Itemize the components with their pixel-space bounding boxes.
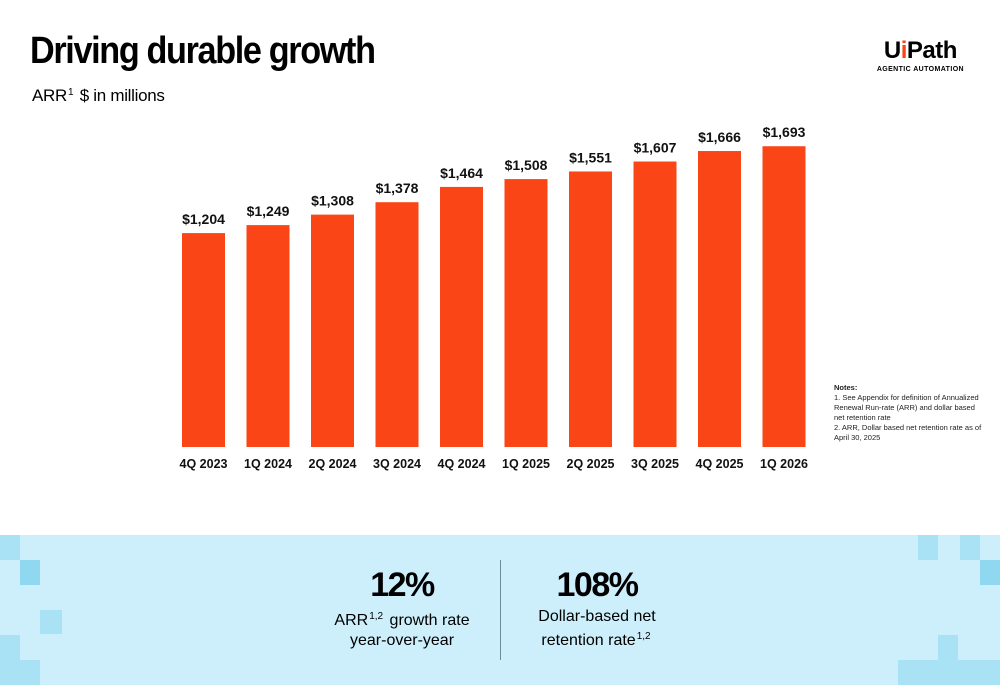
arr-bar-chart: $1,204 4Q 2023 $1,249 1Q 2024 $1,308 2Q 2024 $… [180, 124, 809, 471]
bar-1q-2026 [762, 146, 806, 447]
bar-value-label: $1,607 [634, 140, 677, 156]
decorative-square [980, 560, 1000, 585]
bar-4q-2024 [440, 186, 483, 447]
chart-subtitle: ARR1 $ in millions [32, 86, 165, 106]
note-item: 2. ARR, Dollar based net retention rate … [834, 423, 982, 442]
metric-value: 108% [556, 566, 639, 604]
decorative-square [938, 635, 958, 660]
bar-2q-2024 [311, 214, 354, 447]
decorative-square [960, 535, 980, 560]
x-tick-label: 1Q 2025 [502, 457, 550, 471]
bar-value-label: $1,693 [763, 124, 806, 140]
x-tick-label: 3Q 2024 [373, 457, 421, 471]
x-tick-label: 1Q 2024 [244, 457, 292, 471]
bar-value-label: $1,378 [376, 180, 419, 196]
decorative-square [40, 610, 62, 634]
notes-heading: Notes: [834, 383, 858, 392]
metric-value: 12% [370, 566, 435, 604]
subtitle-units: $ in millions [79, 86, 165, 105]
x-tick-label: 4Q 2024 [438, 457, 486, 471]
x-tick-label: 2Q 2024 [309, 457, 357, 471]
bar-3q-2024 [375, 202, 419, 447]
decorative-square [898, 660, 1000, 685]
bar-value-label: $1,508 [505, 157, 548, 173]
logo-wordmark: UiPath [883, 37, 958, 64]
metrics-band: 12% ARR1,2 growth rate year-over-year 108… [0, 535, 1000, 685]
subtitle-metric: ARR [32, 86, 67, 105]
bar-1q-2024 [246, 225, 290, 447]
metric-label: ARR1,2 growth rate year-over-year [334, 611, 470, 649]
bar-value-label: $1,551 [569, 149, 612, 165]
bar-value-label: $1,204 [182, 211, 225, 227]
decorative-square [20, 560, 40, 585]
metric-label: Dollar-based net retention rate1,2 [538, 608, 656, 649]
decorative-square [918, 535, 938, 560]
page-title: Driving durable growth [30, 30, 376, 72]
x-tick-label: 3Q 2025 [631, 457, 679, 471]
note-item: 1. See Appendix for definition of Annual… [834, 393, 979, 422]
decorative-square [0, 635, 20, 660]
subtitle-footnote-ref: 1 [68, 87, 74, 98]
x-tick-label: 4Q 2023 [180, 457, 228, 471]
bar-value-label: $1,464 [440, 165, 483, 181]
bar-4q-2025 [698, 151, 741, 447]
x-tick-label: 4Q 2025 [696, 457, 744, 471]
bar-4q-2023 [182, 233, 225, 447]
decorative-square [0, 535, 20, 560]
notes-block: Notes: 1. See Appendix for definition of… [834, 383, 984, 443]
uipath-logo: UiPath AGENTIC AUTOMATION [876, 37, 964, 74]
logo-tagline: AGENTIC AUTOMATION [876, 66, 964, 73]
bar-1q-2025 [504, 179, 548, 447]
bar-value-label: $1,666 [698, 129, 741, 145]
bar-2q-2025 [569, 171, 612, 447]
bar-value-label: $1,308 [311, 193, 354, 209]
x-tick-label: 1Q 2026 [760, 457, 808, 471]
metric-net-retention: 108% Dollar-based net retention rate1,2 [497, 565, 697, 651]
metrics-divider [500, 560, 501, 660]
decorative-square [0, 660, 40, 685]
bar-value-label: $1,249 [247, 203, 290, 219]
metric-arr-growth: 12% ARR1,2 growth rate year-over-year [302, 565, 502, 651]
x-tick-label: 2Q 2025 [567, 457, 615, 471]
bar-3q-2025 [633, 161, 677, 447]
